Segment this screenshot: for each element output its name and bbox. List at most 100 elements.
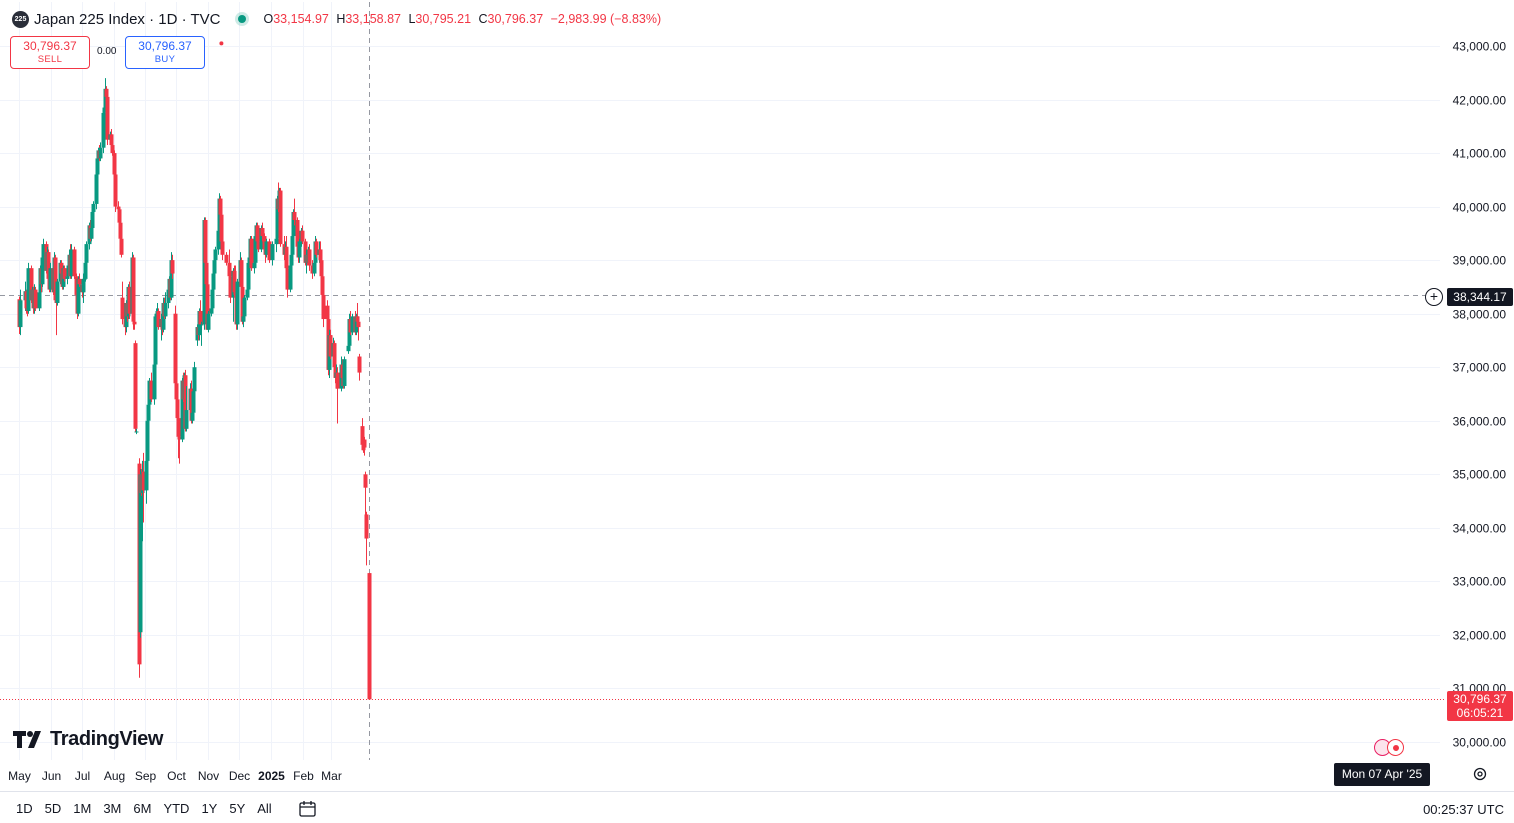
range-5d-button[interactable]: 5D bbox=[44, 801, 62, 816]
candle-body bbox=[101, 112, 106, 148]
buy-label: BUY bbox=[154, 53, 176, 65]
candle-body bbox=[350, 316, 355, 333]
candle-body bbox=[41, 244, 46, 258]
candle-body bbox=[246, 262, 251, 290]
buy-button[interactable]: 30,796.37 BUY bbox=[125, 36, 205, 69]
x-tick-label: Jul bbox=[75, 769, 90, 783]
candle-body bbox=[274, 238, 279, 245]
range-5y-button[interactable]: 5Y bbox=[229, 801, 246, 816]
candle-body bbox=[219, 214, 224, 242]
candle-body bbox=[156, 311, 161, 328]
x-tick-label: Dec bbox=[229, 769, 250, 783]
candle-body bbox=[55, 281, 60, 303]
candle-body bbox=[83, 262, 88, 279]
range-all-button[interactable]: All bbox=[257, 801, 272, 816]
range-ytd-button[interactable]: YTD bbox=[163, 801, 190, 816]
close-label: C bbox=[478, 12, 488, 26]
candle-body bbox=[227, 262, 232, 277]
symbol-badge-icon: 225 bbox=[12, 10, 29, 28]
candle-body bbox=[94, 174, 99, 204]
range-1y-button[interactable]: 1Y bbox=[201, 801, 218, 816]
open-label: O bbox=[263, 12, 274, 26]
candle-body bbox=[141, 471, 146, 491]
price-scale: 30,000.0031,000.0032,000.0033,000.0034,0… bbox=[1453, 40, 1507, 750]
candle-body bbox=[292, 211, 297, 220]
sell-price: 30,796.37 bbox=[23, 38, 77, 53]
candle-body bbox=[169, 260, 174, 298]
candle-body bbox=[91, 203, 96, 212]
time-cursor-label: Mon 07 Apr '25 bbox=[1334, 763, 1430, 786]
candle-body bbox=[191, 391, 196, 413]
low-label: L bbox=[408, 12, 416, 26]
candle-body bbox=[131, 257, 136, 322]
candle-body bbox=[118, 222, 123, 239]
x-tick-label: Aug bbox=[104, 769, 125, 783]
candle-body bbox=[290, 236, 295, 255]
candle-body bbox=[120, 297, 125, 320]
y-tick-label: 30,000.00 bbox=[1453, 736, 1507, 750]
candle-body bbox=[320, 276, 325, 295]
earnings-marker-icon[interactable] bbox=[1387, 739, 1404, 756]
candle-body bbox=[264, 241, 269, 255]
chart-legend: 225 Japan 225 Index · 1D · TVC O33,154.9… bbox=[12, 9, 665, 29]
range-6m-button[interactable]: 6M bbox=[133, 801, 152, 816]
calendar-icon bbox=[299, 800, 316, 817]
candle-body bbox=[119, 238, 124, 255]
candle-body bbox=[117, 209, 122, 223]
candle-body bbox=[163, 302, 168, 317]
y-tick-label: 32,000.00 bbox=[1453, 629, 1507, 643]
y-tick-label: 40,000.00 bbox=[1453, 201, 1507, 215]
candle-body bbox=[259, 228, 264, 250]
candle-body bbox=[176, 418, 181, 437]
candle-body bbox=[335, 372, 340, 389]
market-status-icon[interactable] bbox=[237, 15, 246, 23]
candle-body bbox=[253, 236, 258, 263]
candle-body bbox=[342, 359, 347, 386]
candle-body bbox=[65, 276, 70, 279]
candle-body bbox=[288, 265, 293, 290]
x-tick-label: 2025 bbox=[258, 769, 285, 783]
go-to-date-calendar-icon[interactable] bbox=[298, 800, 318, 818]
candle-body bbox=[252, 262, 257, 269]
candle-body bbox=[213, 249, 218, 261]
utc-clock[interactable]: 00:25:37 UTC bbox=[1423, 802, 1504, 817]
high-value: 33,158.87 bbox=[345, 12, 401, 26]
candle-body bbox=[95, 158, 100, 175]
candle-body bbox=[239, 260, 244, 287]
candle-body bbox=[218, 198, 223, 215]
chart-title[interactable]: Japan 225 Index · 1D · TVC bbox=[34, 10, 221, 28]
candle-body bbox=[360, 426, 365, 445]
earnings-marker-dot bbox=[1392, 744, 1399, 751]
candle-body bbox=[206, 313, 211, 330]
y-tick-label: 41,000.00 bbox=[1453, 147, 1507, 161]
bar-countdown: 06:05:21 bbox=[1456, 706, 1504, 720]
gear-icon[interactable] bbox=[1472, 766, 1488, 782]
range-1d-button[interactable]: 1D bbox=[16, 801, 33, 816]
candle-body bbox=[98, 147, 103, 159]
candle-body bbox=[291, 211, 296, 237]
candle-body bbox=[184, 410, 189, 429]
range-3m-button[interactable]: 3M bbox=[103, 801, 122, 816]
candle-body bbox=[180, 380, 185, 440]
range-1m-button[interactable]: 1M bbox=[73, 801, 92, 816]
candle-body bbox=[192, 367, 197, 392]
candle-body bbox=[104, 88, 109, 97]
sell-button[interactable]: 30,796.37 SELL bbox=[10, 36, 90, 69]
tradingview-logo[interactable]: TradingView bbox=[13, 728, 163, 751]
candle-body bbox=[62, 268, 67, 279]
candle-body bbox=[364, 514, 369, 539]
candle-body bbox=[173, 313, 178, 384]
candle-body bbox=[318, 249, 323, 261]
candle-body bbox=[29, 268, 34, 301]
candle-body bbox=[255, 225, 260, 242]
add-alert-plus-icon[interactable]: + bbox=[1425, 288, 1443, 306]
candle-body bbox=[46, 252, 51, 279]
x-tick-label: Nov bbox=[198, 769, 219, 783]
candle-body bbox=[346, 345, 351, 352]
chart-overlay bbox=[0, 2, 1446, 760]
candle-body bbox=[102, 107, 107, 113]
candle-body bbox=[321, 294, 326, 320]
candle-body bbox=[312, 262, 317, 274]
candle-body bbox=[314, 241, 319, 255]
